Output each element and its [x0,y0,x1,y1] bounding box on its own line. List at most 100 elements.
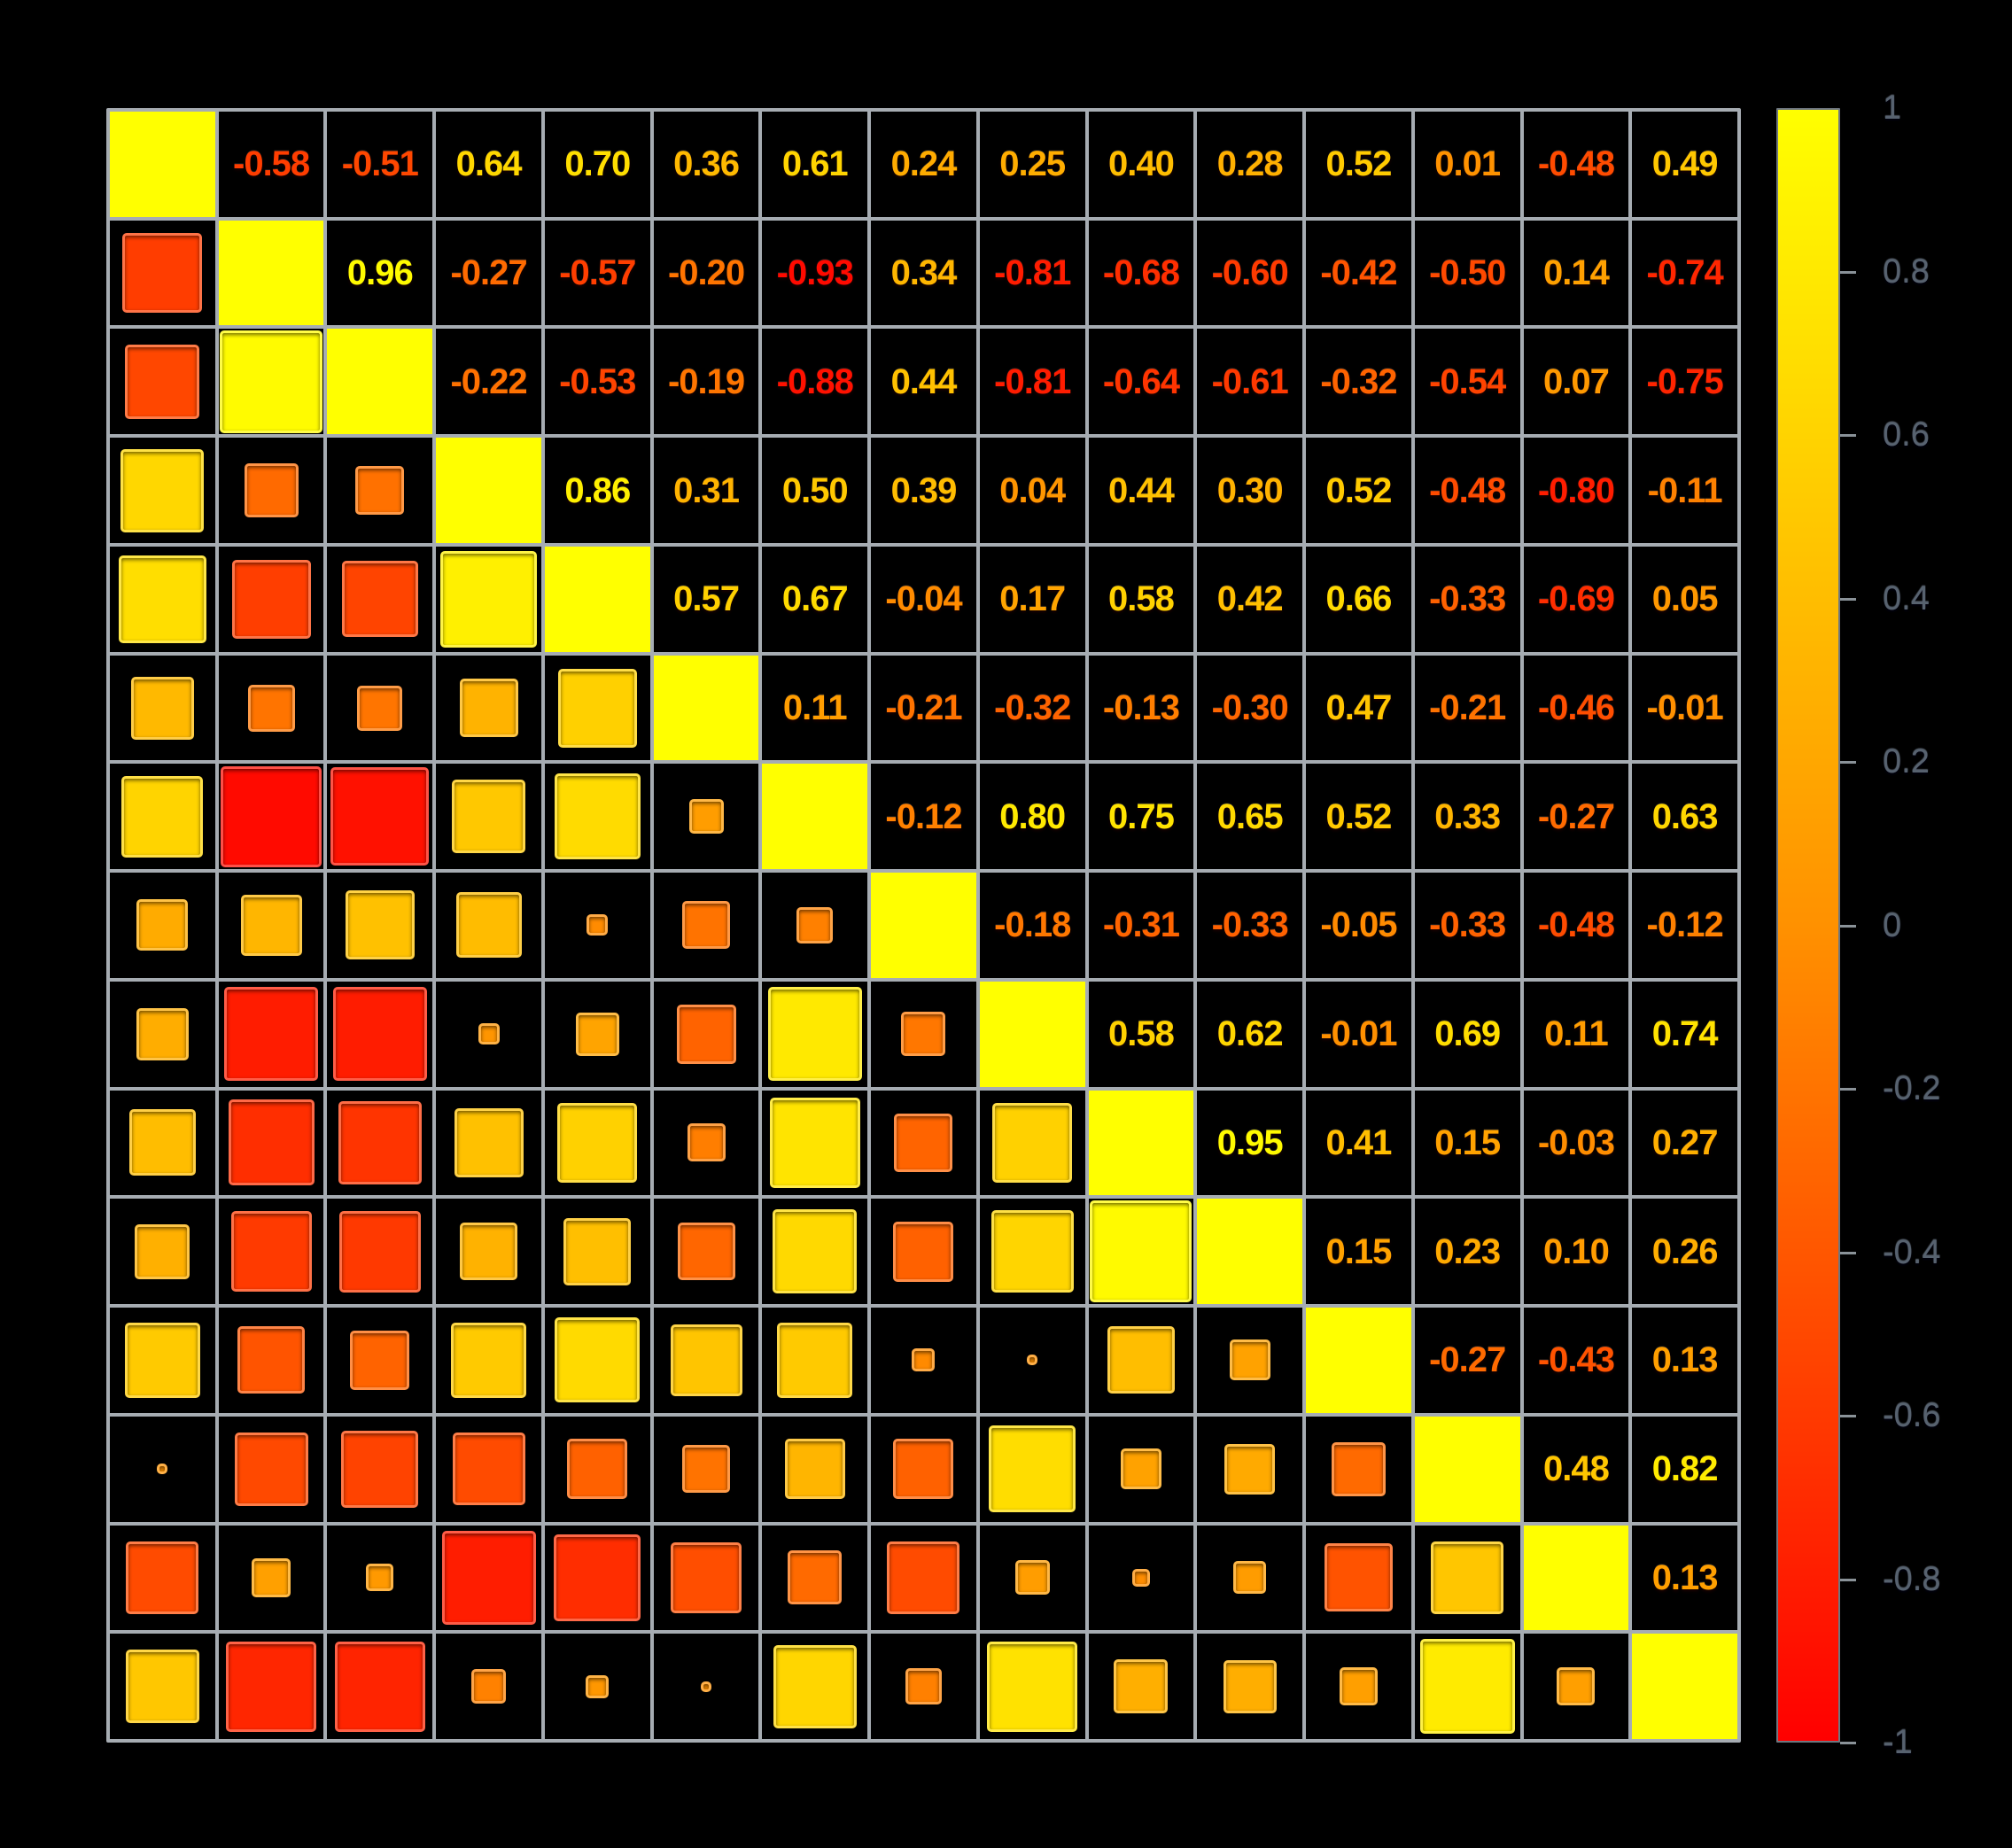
matrix-cell [110,329,215,435]
correlation-value: 0.70 [564,144,631,184]
correlation-square [221,765,322,867]
correlation-square [1090,1200,1192,1303]
matrix-cell [871,1199,976,1305]
matrix-cell: -0.18 [979,873,1085,978]
matrix-cell [1088,1525,1194,1631]
correlation-square [451,1322,527,1398]
correlation-square [676,1004,736,1064]
correlation-square [122,233,203,314]
matrix-cell: -0.21 [1414,655,1520,761]
matrix-diagonal-cell [218,220,324,326]
matrix-cell [327,1416,433,1522]
matrix-cell: 0.52 [1306,112,1411,217]
matrix-cell: 0.86 [544,438,650,543]
matrix-cell [218,1090,324,1196]
matrix-cell [1197,1308,1303,1413]
correlation-square [125,344,200,419]
matrix-cell [218,655,324,761]
matrix-cell: 0.39 [871,438,976,543]
matrix-cell [762,1416,868,1522]
matrix-cell: 0.75 [1088,764,1194,870]
matrix-cell [436,1090,541,1196]
matrix-cell [762,1308,868,1413]
matrix-cell [327,873,433,978]
correlation-value: -0.51 [341,144,419,184]
correlation-square [441,1530,536,1625]
correlation-value: 0.52 [1325,144,1393,184]
matrix-cell [544,764,650,870]
matrix-cell [544,1199,650,1305]
matrix-cell: 0.14 [1523,220,1629,326]
correlation-square [1557,1667,1596,1706]
correlation-square [554,773,641,860]
correlation-value: 0.34 [890,253,958,293]
correlation-value: 0.15 [1434,1122,1501,1162]
matrix-cell [218,1199,324,1305]
correlation-square [478,1023,500,1045]
matrix-cell [1197,1525,1303,1631]
correlation-square [338,1100,422,1184]
correlation-value: -0.48 [1537,905,1615,945]
matrix-cell: -0.93 [762,220,868,326]
correlation-value: -0.19 [667,361,745,401]
correlation-value: -0.61 [1211,361,1289,401]
correlation-value: -0.32 [994,688,1071,728]
correlation-value: -0.20 [667,253,745,293]
correlation-value: -0.93 [776,253,854,293]
colorbar-tick-label: -0.2 [1883,1070,1941,1107]
correlation-value: 0.41 [1325,1122,1393,1162]
matrix-cell [110,546,215,652]
correlation-square [244,463,299,518]
matrix-cell [436,981,541,1087]
correlation-square [1027,1355,1038,1366]
matrix-cell [979,1634,1085,1739]
matrix-cell [327,764,433,870]
matrix-cell: -0.33 [1414,873,1520,978]
matrix-cell: 0.70 [544,112,650,217]
correlation-square [341,1430,419,1508]
correlation-value: -0.27 [1537,796,1615,836]
colorbar-tick-label: -1 [1883,1724,1913,1761]
correlation-value: -0.33 [1429,905,1506,945]
correlation-square [1324,1543,1393,1612]
matrix-cell [1088,1199,1194,1305]
matrix-cell: -0.12 [871,764,976,870]
colorbar-tick-label: 0.4 [1883,579,1930,617]
correlation-square [701,1681,712,1692]
matrix-cell [1088,1634,1194,1739]
matrix-cell: -0.04 [871,546,976,652]
correlation-value: 0.69 [1434,1014,1501,1054]
matrix-cell [653,1525,759,1631]
correlation-value: -0.21 [885,688,962,728]
correlation-square [671,1541,742,1613]
correlation-square [990,1210,1074,1293]
matrix-cell: 0.13 [1632,1525,1737,1631]
matrix-cell [110,1416,215,1522]
correlation-square [230,1211,312,1293]
matrix-cell: -0.61 [1197,329,1303,435]
correlation-square [124,1322,200,1398]
correlation-square [1223,1659,1277,1713]
correlation-square [894,1113,953,1172]
colorbar-tick-label: 1 [1883,89,1902,127]
correlation-value: 0.17 [999,579,1066,619]
matrix-cell [979,1199,1085,1305]
correlation-value: -0.12 [1646,905,1724,945]
correlation-value: 0.52 [1325,470,1393,510]
correlation-value: -0.05 [1320,905,1397,945]
matrix-cell [436,1416,541,1522]
matrix-cell: -0.50 [1414,220,1520,326]
correlation-square [226,1641,317,1732]
matrix-cell [327,438,433,543]
correlation-square [341,561,418,638]
correlation-square [228,1099,315,1186]
correlation-value: 0.48 [1542,1449,1610,1489]
matrix-cell [544,873,650,978]
matrix-cell: 0.44 [1088,438,1194,543]
matrix-cell: 0.42 [1197,546,1303,652]
correlation-value: -0.53 [559,361,636,401]
matrix-cell [218,873,324,978]
correlation-value: 0.01 [1434,144,1501,184]
correlation-square [912,1348,936,1372]
matrix-cell [979,1525,1085,1631]
